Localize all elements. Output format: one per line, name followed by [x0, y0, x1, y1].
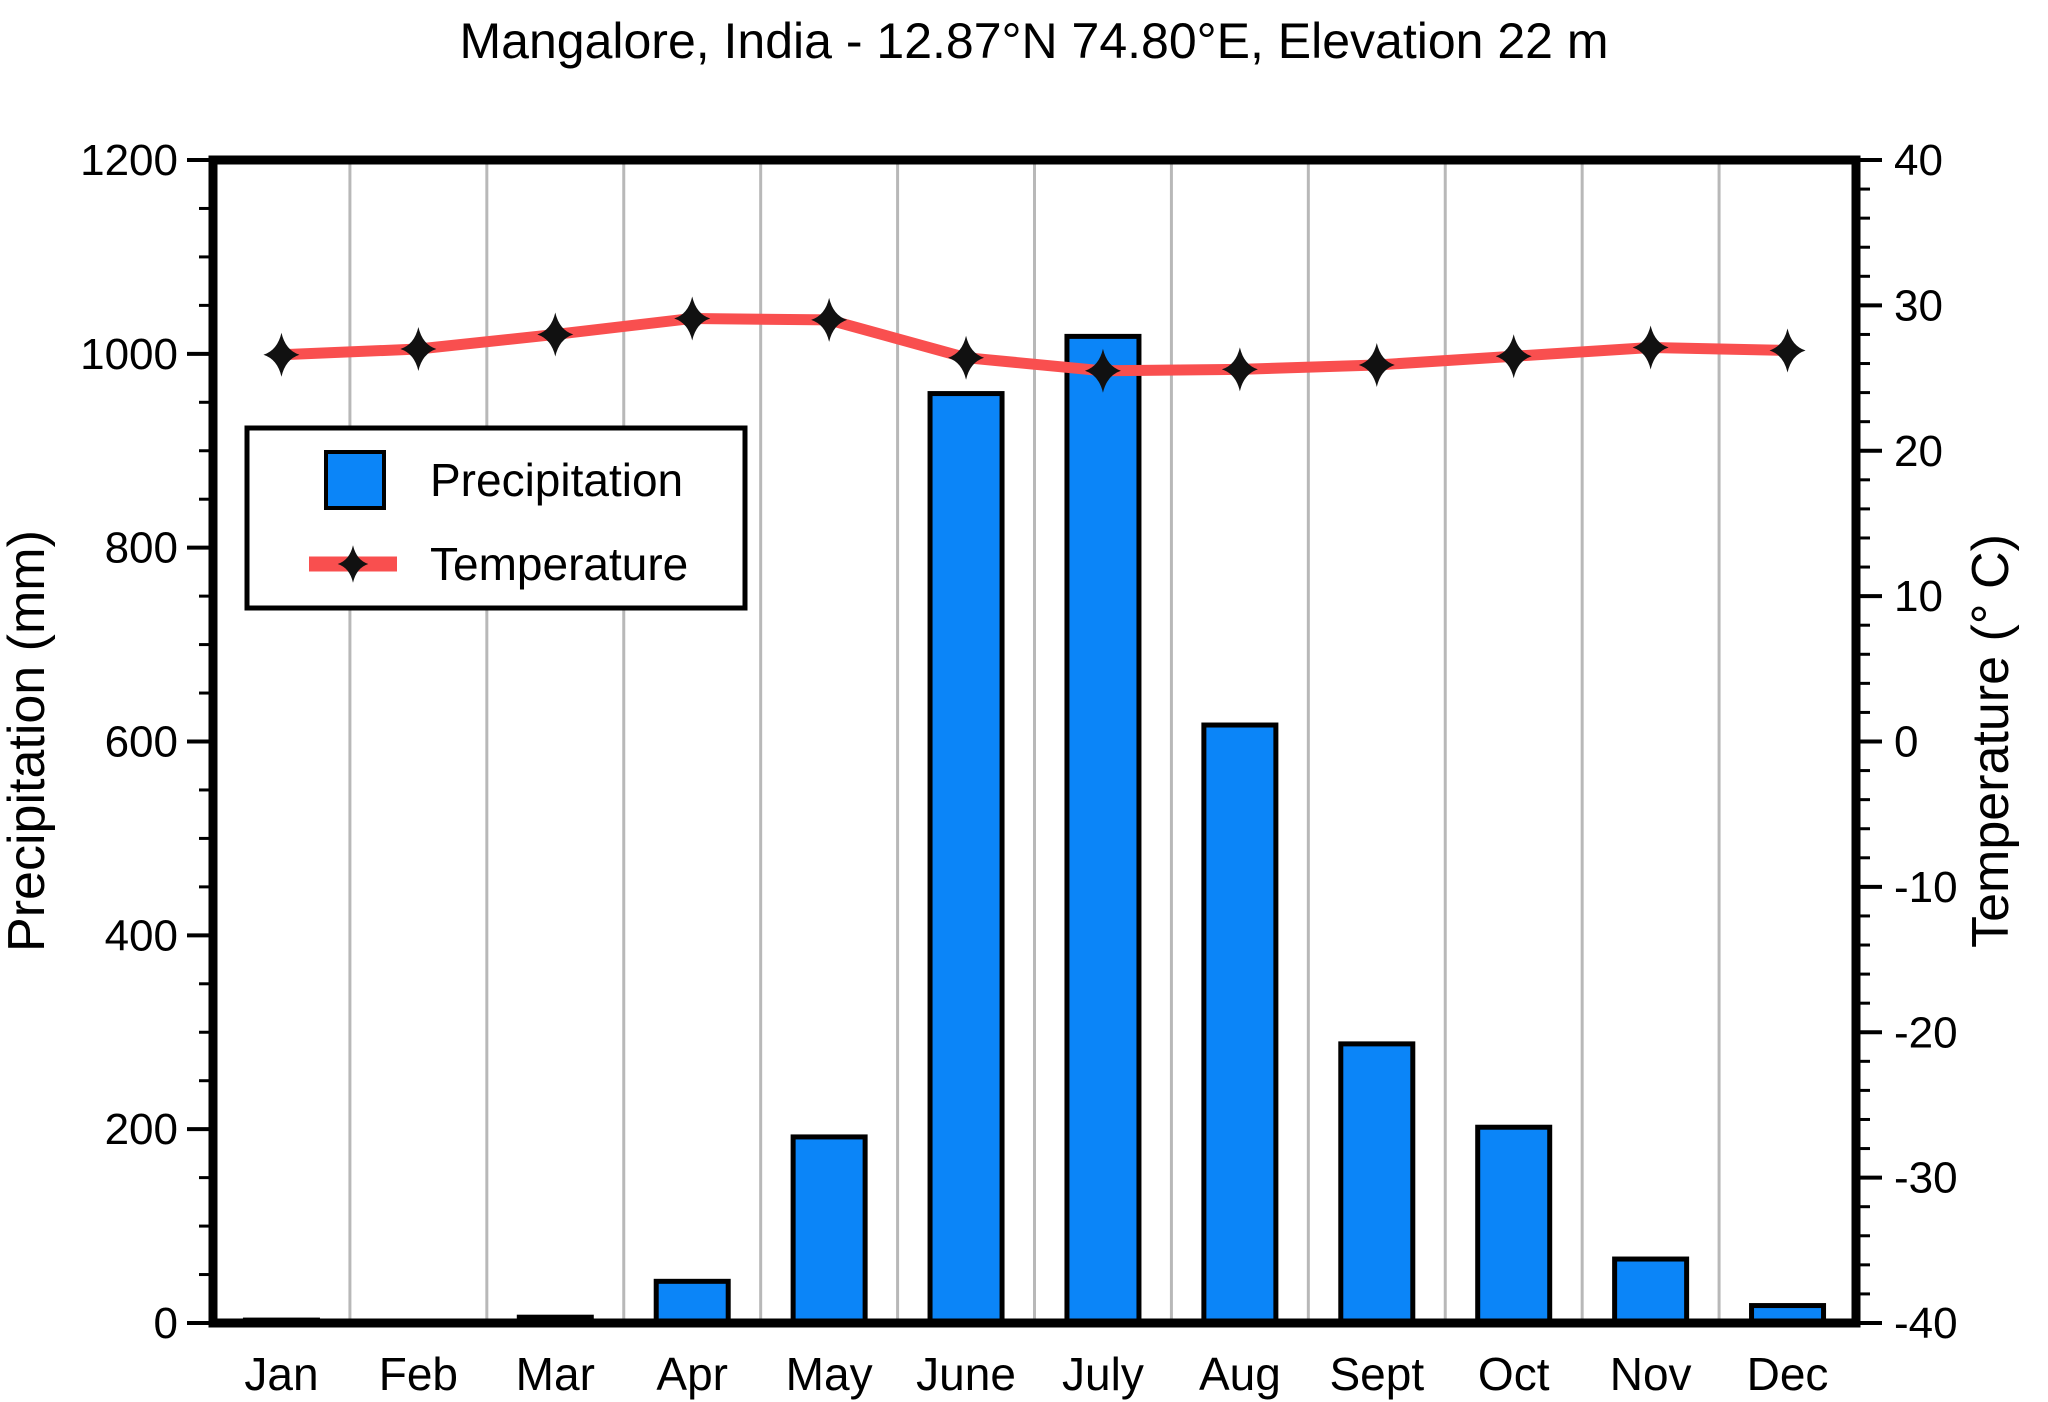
left-axis-tick-label: 600: [105, 718, 178, 767]
month-label-jan: Jan: [244, 1348, 318, 1400]
month-label-mar: Mar: [516, 1348, 595, 1400]
temperature-marker-mar: [537, 312, 574, 357]
month-label-dec: Dec: [1747, 1348, 1829, 1400]
temperature-line: [263, 296, 1806, 393]
axis-ticks: [187, 158, 1882, 1325]
month-label-may: May: [786, 1348, 873, 1400]
precipitation-bar-june: [927, 391, 1005, 1326]
temperature-marker-sept: [1358, 342, 1395, 387]
month-label-july: July: [1062, 1348, 1144, 1400]
month-label-sept: Sept: [1329, 1348, 1424, 1400]
temperature-marker-dec: [1769, 328, 1806, 373]
right-axis-tick-label: -40: [1894, 1299, 1958, 1348]
precipitation-bar-oct: [1475, 1124, 1553, 1326]
precipitation-bar-apr: [653, 1278, 731, 1326]
temperature-marker-oct: [1495, 334, 1532, 379]
month-label-june: June: [916, 1348, 1016, 1400]
precipitation-bar-sept: [1338, 1041, 1416, 1326]
left-axis-tick-label: 400: [105, 911, 178, 960]
legend: Precipitation Temperature: [244, 425, 748, 611]
left-axis-tick-label: 1000: [80, 330, 178, 379]
temperature-marker-may: [811, 297, 848, 342]
right-axis-tick-label: 20: [1894, 427, 1943, 476]
temperature-line-path: [275, 312, 1794, 377]
precipitation-bar-july: [1064, 333, 1142, 1326]
month-labels: Jan Feb Mar Apr May June July Aug Sept Oct Nov Dec: [244, 1348, 1828, 1400]
precipitation-bar-nov: [1612, 1256, 1690, 1326]
month-label-nov: Nov: [1610, 1348, 1692, 1400]
right-axis-tick-label: -10: [1894, 863, 1958, 912]
legend-precipitation-swatch: [324, 450, 386, 510]
right-axis-tick-label: 10: [1894, 572, 1943, 621]
month-label-feb: Feb: [379, 1348, 458, 1400]
precipitation-bar-may: [790, 1134, 868, 1326]
temperature-marker-aug: [1221, 347, 1258, 392]
left-axis-tick-label: 200: [105, 1105, 178, 1154]
right-axis-tick-label: 40: [1894, 136, 1943, 185]
right-axis-label: Temperature (° C): [1962, 534, 2020, 948]
chart-title: Mangalore, India - 12.87°N 74.80°E, Elev…: [460, 13, 1609, 69]
temperature-marker-apr: [674, 296, 711, 341]
precipitation-bar-aug: [1201, 722, 1279, 1326]
month-label-apr: Apr: [656, 1348, 728, 1400]
right-axis-tick-label: 0: [1894, 718, 1918, 767]
precipitation-bars: [242, 333, 1827, 1326]
temperature-marker-feb: [400, 326, 437, 371]
left-axis-tick-label: 0: [154, 1299, 178, 1348]
right-axis-tick-label: -20: [1894, 1008, 1958, 1057]
left-axis-tick-label: 800: [105, 524, 178, 573]
month-label-oct: Oct: [1478, 1348, 1550, 1400]
left-axis-label: Precipitation (mm): [0, 530, 56, 952]
temperature-marker-july: [1084, 348, 1121, 393]
temperature-marker-june: [948, 335, 985, 380]
axis-tick-labels: 0 200 400 600 800 1000 1200 -40 -30 -20 -10 0 10 20 30…: [80, 136, 1957, 1348]
right-axis-tick-label: 30: [1894, 281, 1943, 330]
legend-temperature-marker: [337, 545, 369, 583]
temperature-marker-jan: [263, 332, 300, 377]
legend-precipitation-label: Precipitation: [430, 454, 683, 506]
legend-box: [244, 425, 748, 611]
left-axis-tick-label: 1200: [80, 136, 178, 185]
right-axis-tick-label: -30: [1894, 1154, 1958, 1203]
month-label-aug: Aug: [1199, 1348, 1281, 1400]
legend-temperature-label: Temperature: [430, 538, 688, 590]
temperature-marker-nov: [1632, 325, 1669, 370]
